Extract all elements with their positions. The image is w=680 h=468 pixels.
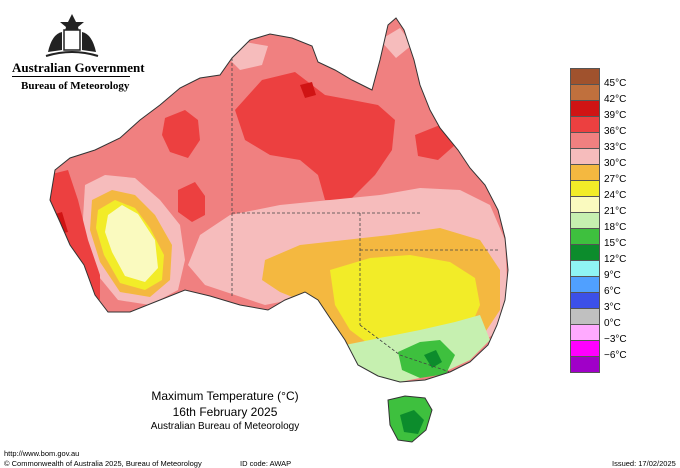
legend-swatch <box>570 100 600 117</box>
legend-swatch <box>570 148 600 165</box>
legend-label: −3°C <box>604 334 627 345</box>
legend-label: 33°C <box>604 142 627 153</box>
temperature-legend <box>570 68 600 378</box>
zone-36-pilbara <box>162 110 200 158</box>
footer-issued: Issued: 17/02/2025 <box>612 459 676 468</box>
tasmania-zone-12 <box>400 410 424 434</box>
zone-36-west-coast <box>50 170 100 300</box>
state-borders <box>231 58 500 373</box>
legend-swatch <box>570 260 600 277</box>
legend-label: 15°C <box>604 238 627 249</box>
legend-swatch <box>570 116 600 133</box>
zone-39-north <box>300 82 316 98</box>
legend-label: 27°C <box>604 174 627 185</box>
legend-swatch <box>570 132 600 149</box>
government-title: Australian Government <box>12 60 145 75</box>
legend-swatch <box>570 228 600 245</box>
header-divider <box>12 76 130 77</box>
zone-36-central-west <box>178 182 205 222</box>
legend-label: 3°C <box>604 302 621 313</box>
map-title: Maximum Temperature (°C) <box>151 389 299 403</box>
footer-copyright: © Commonwealth of Australia 2025, Bureau… <box>4 459 202 468</box>
zone-12-alps <box>424 350 442 368</box>
legend-label: 9°C <box>604 270 621 281</box>
legend-label: 12°C <box>604 254 627 265</box>
legend-swatch <box>570 196 600 213</box>
legend-swatch <box>570 212 600 229</box>
coat-of-arms-icon <box>45 14 99 57</box>
zone-36-north <box>235 72 395 200</box>
legend-label: 45°C <box>604 78 627 89</box>
bureau-title: Bureau of Meteorology <box>21 80 130 92</box>
legend-swatch <box>570 68 600 85</box>
legend-swatch <box>570 340 600 357</box>
legend-label: 36°C <box>604 126 627 137</box>
legend-swatch <box>570 356 600 373</box>
map-date: 16th February 2025 <box>172 405 278 419</box>
legend-label: 21°C <box>604 206 627 217</box>
legend-label: 6°C <box>604 286 621 297</box>
legend-swatch <box>570 84 600 101</box>
legend-swatch <box>570 308 600 325</box>
legend-label: 42°C <box>604 94 627 105</box>
legend-swatch <box>570 164 600 181</box>
legend-label: 0°C <box>604 318 621 329</box>
legend-label: 30°C <box>604 158 627 169</box>
legend-swatch <box>570 244 600 261</box>
legend-swatch <box>570 276 600 293</box>
legend-label: 24°C <box>604 190 627 201</box>
legend-label: −6°C <box>604 350 627 361</box>
legend-swatch <box>570 180 600 197</box>
legend-swatch <box>570 292 600 309</box>
footer-url: http://www.bom.gov.au <box>4 449 80 458</box>
legend-swatch <box>570 324 600 341</box>
zone-21-west <box>105 205 158 282</box>
map-source: Australian Bureau of Meteorology <box>150 421 300 432</box>
legend-label: 18°C <box>604 222 627 233</box>
footer-id-code: ID code: AWAP <box>240 459 292 468</box>
legend-label: 39°C <box>604 110 627 121</box>
zone-30-cape-york <box>380 28 412 58</box>
